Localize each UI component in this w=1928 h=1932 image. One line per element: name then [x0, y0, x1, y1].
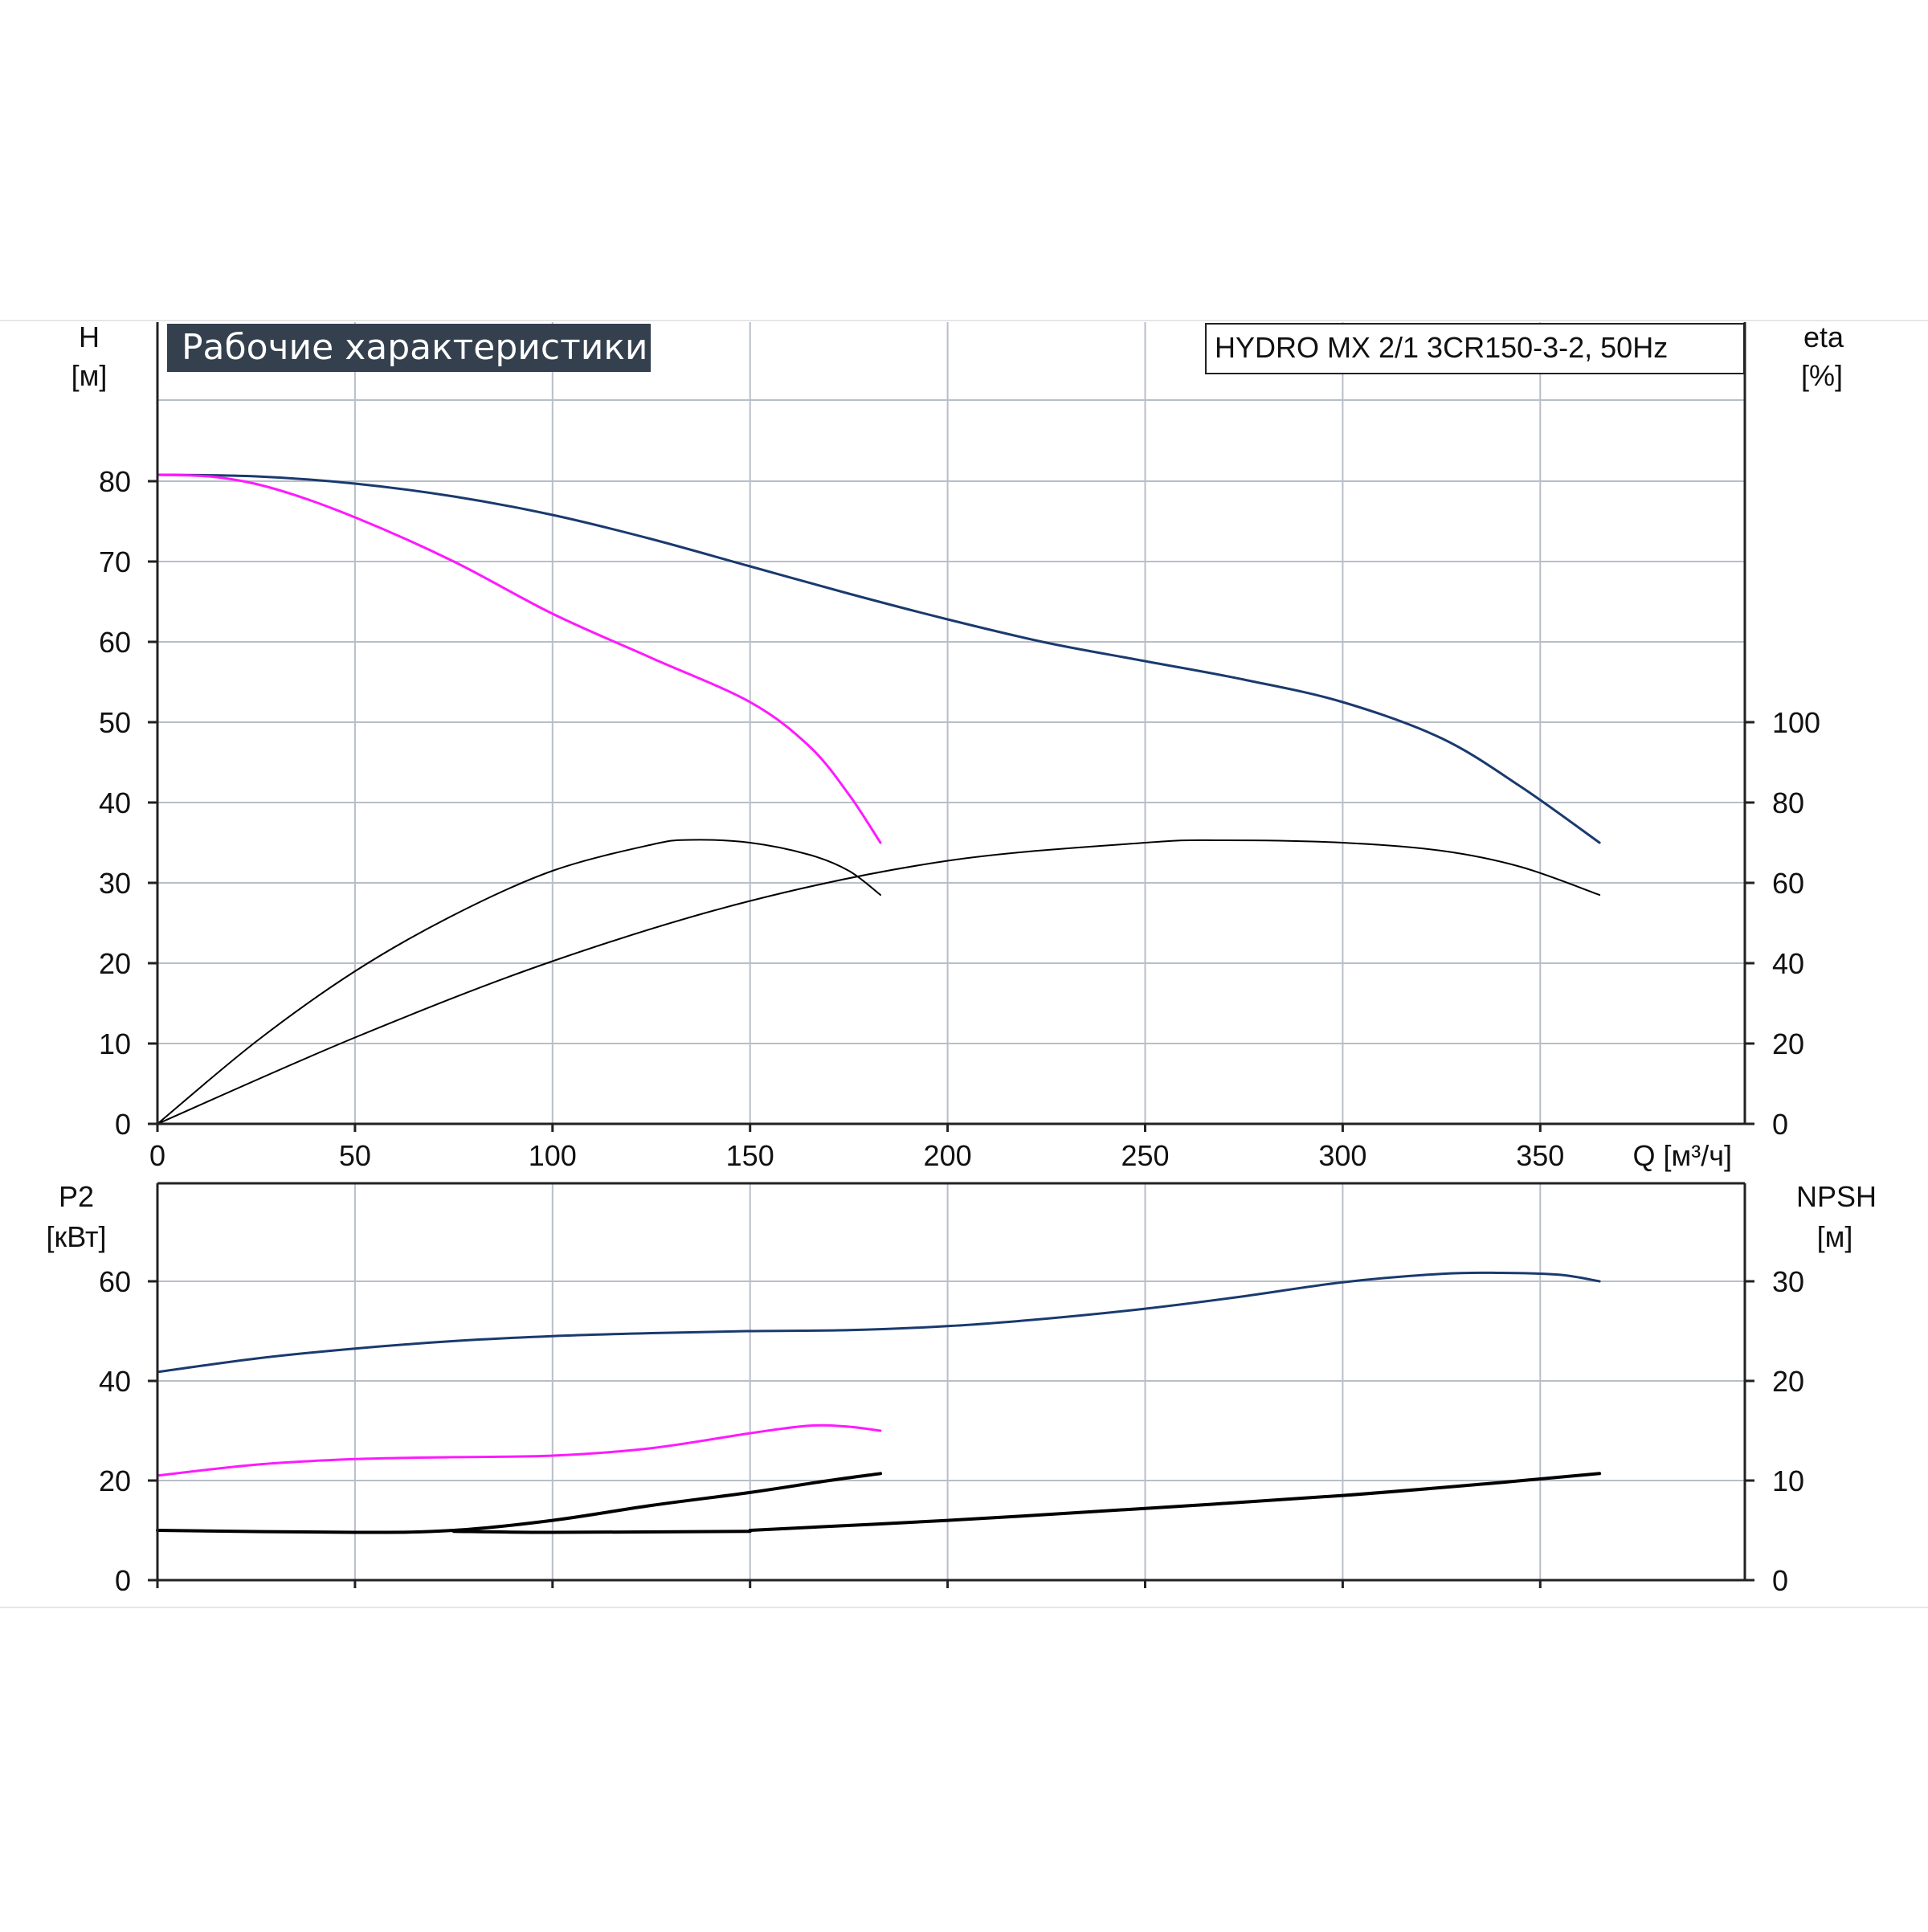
upper-series-3 — [157, 839, 1601, 1125]
upper-ytick-label-80: 80 — [99, 465, 131, 498]
upper-ytick-label-50: 50 — [99, 706, 131, 739]
lower-series-4 — [748, 1472, 1602, 1532]
chart-title: Рабочие характеристики — [182, 327, 648, 368]
lower-y2tick-label-20: 20 — [1772, 1365, 1804, 1398]
upper-curves — [156, 473, 1601, 1125]
lower-ticks: 0 20 40 60 0 10 20 30 — [99, 1265, 1804, 1597]
y2-axis-unit-eta: [%] — [1801, 359, 1843, 392]
lower-y2tick-label-30: 30 — [1772, 1265, 1804, 1298]
x-axis-label: Q [м³/ч] — [1632, 1139, 1732, 1172]
upper-series-2 — [157, 839, 881, 1125]
y-axis-label-p2: P2 — [59, 1180, 94, 1213]
lower-y2tick-label-10: 10 — [1772, 1464, 1804, 1497]
upper-ytick-label-30: 30 — [99, 867, 131, 900]
upper-series-0 — [156, 473, 1601, 844]
upper-ytick-label-60: 60 — [99, 626, 131, 659]
lower-y2tick-label-0: 0 — [1772, 1564, 1788, 1597]
upper-ytick-label-40: 40 — [99, 786, 131, 819]
upper-ytick-label-0: 0 — [115, 1108, 131, 1141]
lower-ytick-label-40: 40 — [99, 1365, 131, 1398]
title-box — [167, 324, 651, 372]
y2-axis-unit-npsh: [м] — [1817, 1220, 1853, 1253]
lower-ytick-label-0: 0 — [115, 1564, 131, 1597]
y2-axis-label-npsh: NPSH — [1796, 1180, 1877, 1213]
lower-series-1 — [156, 1423, 882, 1477]
lower-grid — [157, 1183, 1745, 1580]
upper-xtick-label-150: 150 — [726, 1139, 774, 1172]
upper-y2tick-label-0: 0 — [1772, 1108, 1788, 1141]
y-axis-label-h: H — [79, 321, 100, 353]
upper-y2tick-label-20: 20 — [1772, 1027, 1804, 1060]
y2-axis-label-eta: eta — [1803, 321, 1844, 353]
model-label: HYDRO MX 2/1 3CR150-3-2, 50Hz — [1215, 331, 1668, 364]
upper-panel: 0 10 20 30 40 50 60 70 80 0 20 40 60 80 100 0 50 100 150 20… — [71, 321, 1844, 1172]
upper-xtick-label-300: 300 — [1318, 1139, 1366, 1172]
lower-panel: 0 20 40 60 0 10 20 30 P2 [кВт] NPSH [м] — [46, 1180, 1877, 1597]
upper-grid — [157, 322, 1745, 1124]
upper-xtick-label-50: 50 — [339, 1139, 371, 1172]
model-label-box — [1205, 323, 1745, 374]
upper-y2tick-label-40: 40 — [1772, 947, 1804, 980]
lower-series-0 — [156, 1271, 1601, 1374]
upper-xtick-label-350: 350 — [1516, 1139, 1564, 1172]
upper-series-1 — [156, 473, 882, 844]
upper-ytick-label-20: 20 — [99, 947, 131, 980]
upper-xtick-label-0: 0 — [149, 1139, 165, 1172]
upper-ticks: 0 10 20 30 40 50 60 70 80 0 20 40 60 80 100 0 50 100 150 20… — [99, 465, 1820, 1172]
lower-ytick-label-20: 20 — [99, 1464, 131, 1497]
upper-ytick-label-10: 10 — [99, 1027, 131, 1060]
upper-xtick-label-200: 200 — [924, 1139, 972, 1172]
lower-ytick-label-60: 60 — [99, 1265, 131, 1298]
upper-xtick-label-250: 250 — [1121, 1139, 1169, 1172]
y-axis-unit-p2: [кВт] — [46, 1220, 106, 1253]
lower-series-3 — [451, 1530, 752, 1534]
upper-ytick-label-70: 70 — [99, 545, 131, 578]
lower-series-2 — [156, 1472, 882, 1534]
upper-y2tick-label-100: 100 — [1772, 706, 1820, 739]
upper-xtick-label-100: 100 — [529, 1139, 577, 1172]
lower-curves — [156, 1271, 1602, 1534]
y-axis-unit-h: [м] — [71, 359, 108, 392]
upper-y2tick-label-80: 80 — [1772, 786, 1804, 819]
upper-y2tick-label-60: 60 — [1772, 867, 1804, 900]
